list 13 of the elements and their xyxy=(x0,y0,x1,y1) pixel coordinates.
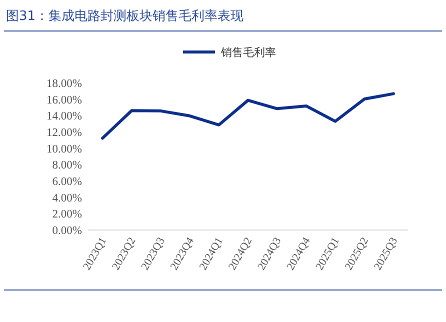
chart-title: 图31：集成电路封测板块销售毛利率表现 xyxy=(6,8,244,24)
y-tick-label: 8.00% xyxy=(52,160,82,172)
y-tick-label: 4.00% xyxy=(52,192,82,204)
y-tick-label: 0.00% xyxy=(52,225,82,237)
y-tick-label: 10.00% xyxy=(46,143,82,156)
y-tick-label: 14.00% xyxy=(46,110,82,123)
y-tick-label: 18.00% xyxy=(46,78,82,90)
y-tick-label: 2.00% xyxy=(52,208,82,221)
legend-label: 销售毛利率 xyxy=(220,46,276,59)
line-series xyxy=(101,92,395,140)
y-tick-label: 6.00% xyxy=(52,176,82,188)
y-tick-label: 16.00% xyxy=(46,94,82,106)
y-tick-label: 12.00% xyxy=(46,127,82,139)
